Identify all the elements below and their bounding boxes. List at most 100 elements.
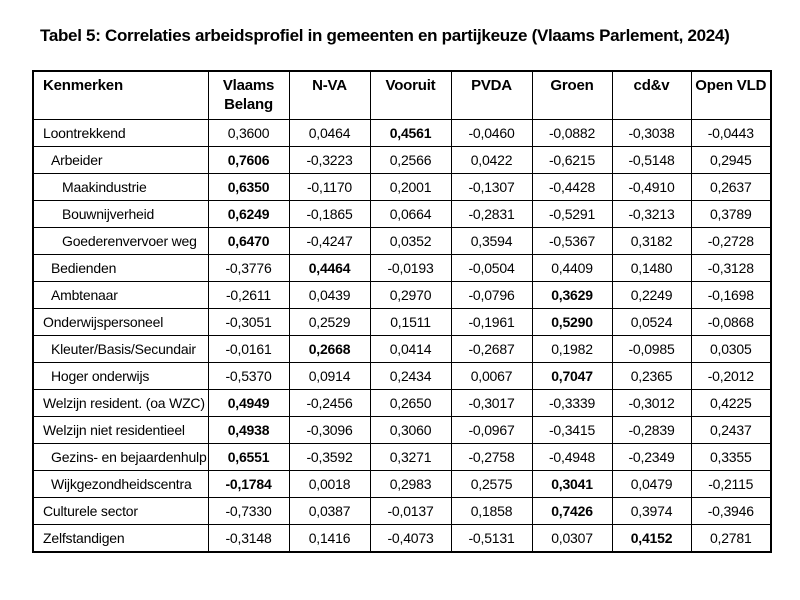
correlation-value: 0,3594 bbox=[450, 226, 533, 255]
row-label: Hoger onderwijs bbox=[32, 361, 209, 390]
correlation-value: 0,2001 bbox=[369, 172, 452, 201]
correlation-value: 0,2365 bbox=[611, 361, 692, 390]
correlation-value: 0,0067 bbox=[450, 361, 533, 390]
column-header-party: Vooruit bbox=[369, 70, 452, 120]
correlation-value: 0,0524 bbox=[611, 307, 692, 336]
correlation-value: -0,0193 bbox=[369, 253, 452, 282]
correlation-value: -0,0504 bbox=[450, 253, 533, 282]
correlation-value: -0,0460 bbox=[450, 118, 533, 147]
correlation-value: 0,0352 bbox=[369, 226, 452, 255]
correlation-value: 0,2575 bbox=[450, 469, 533, 498]
row-label: Bedienden bbox=[32, 253, 209, 282]
correlation-value: 0,3355 bbox=[690, 442, 772, 471]
correlation-value: 0,2945 bbox=[690, 145, 772, 174]
correlation-value: 0,0479 bbox=[611, 469, 692, 498]
correlation-value: -0,3051 bbox=[207, 307, 290, 336]
correlation-value: 0,2668 bbox=[288, 334, 371, 363]
correlation-value: -0,0161 bbox=[207, 334, 290, 363]
row-label: Welzijn niet residentieel bbox=[32, 415, 209, 444]
correlation-value: 0,0664 bbox=[369, 199, 452, 228]
correlation-value: -0,0137 bbox=[369, 496, 452, 525]
correlation-value: 0,2249 bbox=[611, 280, 692, 309]
correlation-value: 0,2650 bbox=[369, 388, 452, 417]
correlation-value: -0,2687 bbox=[450, 334, 533, 363]
correlation-value: -0,1961 bbox=[450, 307, 533, 336]
correlation-value: -0,3213 bbox=[611, 199, 692, 228]
correlation-value: 0,2529 bbox=[288, 307, 371, 336]
correlation-value: 0,4464 bbox=[288, 253, 371, 282]
table-row: Onderwijspersoneel -0,3051 0,2529 0,1511 -0,… bbox=[32, 307, 772, 336]
correlation-value: 0,2970 bbox=[369, 280, 452, 309]
correlation-table: Kenmerken Vlaams Belang N-VA Vooruit PVDA Gro… bbox=[32, 70, 772, 553]
correlation-value: 0,1982 bbox=[531, 334, 613, 363]
correlation-value: -0,0868 bbox=[690, 307, 772, 336]
correlation-value: 0,1480 bbox=[611, 253, 692, 282]
correlation-value: -0,3128 bbox=[690, 253, 772, 282]
table-row: Ambtenaar -0,2611 0,0439 0,2970 -0,0796 0,362… bbox=[32, 280, 772, 309]
table-row: Culturele sector -0,7330 0,0387 -0,0137 0,18… bbox=[32, 496, 772, 525]
correlation-value: -0,3339 bbox=[531, 388, 613, 417]
table-row: Loontrekkend 0,3600 0,0464 0,4561 -0,0460 -0,… bbox=[32, 118, 772, 147]
correlation-value: 0,3789 bbox=[690, 199, 772, 228]
column-header-party: Open VLD bbox=[690, 70, 772, 120]
correlation-value: -0,5367 bbox=[531, 226, 613, 255]
table-row: Gezins- en bejaardenhulp 0,6551 -0,3592 0,3… bbox=[32, 442, 772, 471]
correlation-value: 0,4409 bbox=[531, 253, 613, 282]
row-label: Wijkgezondheidscentra bbox=[32, 469, 209, 498]
correlation-value: -0,3096 bbox=[288, 415, 371, 444]
row-label: Goederenvervoer weg bbox=[32, 226, 209, 255]
row-label: Maakindustrie bbox=[32, 172, 209, 201]
correlation-value: 0,2434 bbox=[369, 361, 452, 390]
correlation-value: 0,3060 bbox=[369, 415, 452, 444]
table-row: Bedienden -0,3776 0,4464 -0,0193 -0,0504 0,44… bbox=[32, 253, 772, 282]
correlation-value: 0,5290 bbox=[531, 307, 613, 336]
correlation-value: 0,0387 bbox=[288, 496, 371, 525]
table-row: Arbeider 0,7606 -0,3223 0,2566 0,0422 -0,6215… bbox=[32, 145, 772, 174]
correlation-value: -0,2831 bbox=[450, 199, 533, 228]
table-row: Bouwnijverheid 0,6249 -0,1865 0,0664 -0,2831… bbox=[32, 199, 772, 228]
correlation-value: -0,2349 bbox=[611, 442, 692, 471]
correlation-value: -0,0882 bbox=[531, 118, 613, 147]
correlation-value: 0,0464 bbox=[288, 118, 371, 147]
correlation-value: -0,3415 bbox=[531, 415, 613, 444]
correlation-value: -0,1698 bbox=[690, 280, 772, 309]
correlation-value: 0,6350 bbox=[207, 172, 290, 201]
correlation-value: -0,1784 bbox=[207, 469, 290, 498]
correlation-value: -0,3223 bbox=[288, 145, 371, 174]
correlation-value: 0,3629 bbox=[531, 280, 613, 309]
correlation-value: -0,5370 bbox=[207, 361, 290, 390]
row-label: Gezins- en bejaardenhulp bbox=[32, 442, 209, 471]
correlation-value: 0,3974 bbox=[611, 496, 692, 525]
correlation-value: -0,7330 bbox=[207, 496, 290, 525]
correlation-value: -0,3017 bbox=[450, 388, 533, 417]
table-row: Goederenvervoer weg 0,6470 -0,4247 0,0352 0,… bbox=[32, 226, 772, 255]
correlation-value: 0,3041 bbox=[531, 469, 613, 498]
correlation-value: -0,2456 bbox=[288, 388, 371, 417]
correlation-value: -0,5148 bbox=[611, 145, 692, 174]
correlation-value: 0,2781 bbox=[690, 523, 772, 552]
correlation-value: -0,0967 bbox=[450, 415, 533, 444]
correlation-value: -0,4948 bbox=[531, 442, 613, 471]
correlation-value: 0,2437 bbox=[690, 415, 772, 444]
column-header-party: Vlaams Belang bbox=[207, 70, 290, 120]
correlation-value: 0,2637 bbox=[690, 172, 772, 201]
correlation-value: -0,0985 bbox=[611, 334, 692, 363]
correlation-value: -0,4910 bbox=[611, 172, 692, 201]
correlation-value: 0,0439 bbox=[288, 280, 371, 309]
column-header-party: N-VA bbox=[288, 70, 371, 120]
correlation-value: 0,6470 bbox=[207, 226, 290, 255]
correlation-value: 0,4225 bbox=[690, 388, 772, 417]
table-title: Tabel 5: Correlaties arbeidsprofiel in g… bbox=[40, 26, 730, 45]
correlation-value: -0,3012 bbox=[611, 388, 692, 417]
correlation-value: 0,0305 bbox=[690, 334, 772, 363]
table-row: Hoger onderwijs -0,5370 0,0914 0,2434 0,0067… bbox=[32, 361, 772, 390]
correlation-value: 0,3271 bbox=[369, 442, 452, 471]
correlation-value: 0,7426 bbox=[531, 496, 613, 525]
correlation-value: 0,0914 bbox=[288, 361, 371, 390]
row-label: Arbeider bbox=[32, 145, 209, 174]
table-header-row: Kenmerken Vlaams Belang N-VA Vooruit PVDA Gro… bbox=[32, 70, 772, 120]
table-row: Welzijn niet residentieel 0,4938 -0,3096 0,… bbox=[32, 415, 772, 444]
correlation-value: -0,1865 bbox=[288, 199, 371, 228]
correlation-value: 0,0414 bbox=[369, 334, 452, 363]
